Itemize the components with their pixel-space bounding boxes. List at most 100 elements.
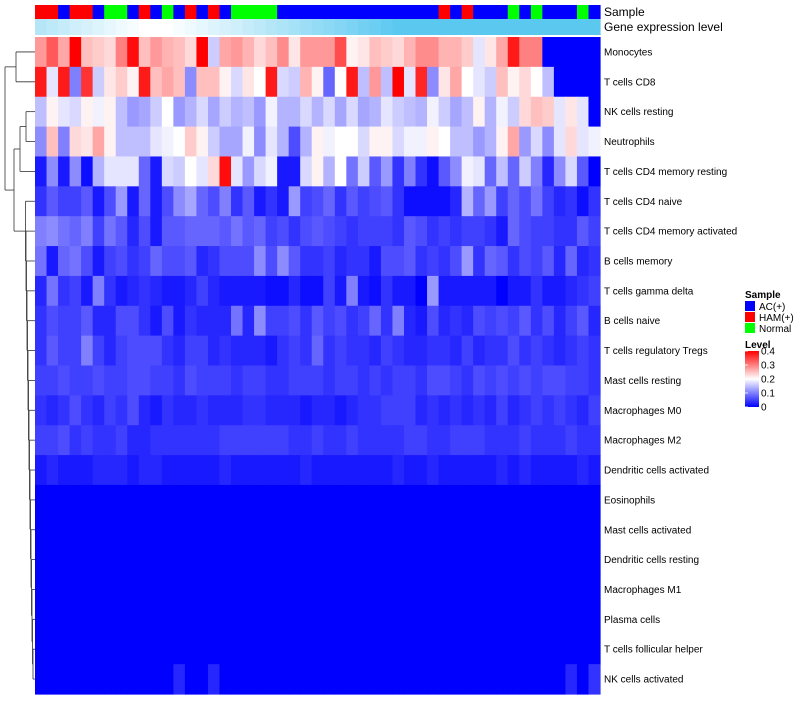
- heatmap-cell: [92, 514, 105, 546]
- heatmap-cell: [219, 455, 232, 486]
- row-label: Neutrophils: [604, 137, 655, 148]
- gene-expression-cell: [588, 19, 601, 35]
- heatmap-cell: [484, 126, 497, 158]
- heatmap-cell: [219, 365, 232, 396]
- heatmap-cell: [242, 156, 255, 187]
- row-label: B cells memory: [604, 256, 672, 267]
- heatmap-cell: [58, 126, 71, 158]
- heatmap-cell: [242, 634, 255, 665]
- heatmap-cell: [69, 574, 82, 606]
- heatmap-cell: [415, 335, 428, 367]
- heatmap-cell: [311, 156, 324, 187]
- sample-annotation-cell: [150, 5, 163, 19]
- heatmap-cell: [519, 574, 532, 606]
- heatmap-cell: [196, 156, 209, 187]
- heatmap-cell: [576, 604, 590, 635]
- heatmap-cell: [81, 156, 94, 187]
- heatmap-cell: [138, 156, 151, 187]
- heatmap-cell: [403, 484, 417, 516]
- heatmap-cell: [565, 544, 578, 576]
- heatmap-cell: [69, 335, 82, 367]
- heatmap-cell: [231, 484, 244, 516]
- heatmap-cell: [427, 455, 440, 486]
- heatmap-cell: [392, 246, 405, 277]
- heatmap-cell: [323, 544, 336, 576]
- heatmap-cell: [357, 96, 370, 128]
- heatmap-cell: [380, 604, 394, 635]
- heatmap-cell: [35, 514, 48, 546]
- heatmap-cell: [161, 186, 174, 217]
- heatmap-cell: [81, 484, 94, 516]
- heatmap-cell: [311, 395, 324, 426]
- heatmap-cell: [496, 96, 509, 128]
- heatmap-cell: [81, 634, 94, 665]
- heatmap-cell: [265, 514, 278, 546]
- heatmap-cell: [346, 425, 359, 456]
- heatmap-cell: [530, 395, 543, 426]
- gene-expression-cell: [357, 19, 370, 35]
- gene-expression-cell: [127, 19, 140, 35]
- heatmap-cell: [415, 425, 428, 456]
- heatmap-cell: [300, 365, 313, 396]
- heatmap-cell: [565, 66, 578, 98]
- heatmap-cell: [369, 604, 382, 635]
- heatmap-cell: [46, 275, 59, 307]
- heatmap-cell: [277, 216, 290, 247]
- heatmap-cell: [519, 37, 532, 68]
- heatmap-cell: [150, 664, 163, 695]
- heatmap-cell: [104, 37, 117, 68]
- heatmap-cell: [519, 395, 532, 426]
- heatmap-cell: [380, 96, 394, 128]
- heatmap-cell: [254, 96, 267, 128]
- heatmap-cell: [507, 395, 520, 426]
- gene-expression-annotation-bar: Gene expression level: [35, 19, 723, 35]
- heatmap-cell: [69, 305, 82, 337]
- heatmap-cell: [92, 634, 105, 665]
- heatmap-cell: [46, 37, 59, 68]
- heatmap-cell: [242, 484, 255, 516]
- heatmap-cell: [115, 664, 128, 695]
- heatmap-cell: [196, 96, 209, 128]
- heatmap-cell: [254, 186, 267, 217]
- heatmap-cell: [450, 96, 463, 128]
- gene-expression-cell: [496, 19, 509, 35]
- heatmap-cell: [161, 604, 174, 635]
- heatmap-cell: [127, 455, 140, 486]
- heatmap-cell: [334, 544, 347, 576]
- heatmap-cell: [92, 305, 105, 337]
- heatmap-cell: [519, 66, 532, 98]
- heatmap-cell: [507, 455, 520, 486]
- heatmap-cell: [415, 544, 428, 576]
- heatmap-cell: [92, 484, 105, 516]
- heatmap-cell: [484, 664, 497, 695]
- heatmap-cell: [357, 664, 370, 695]
- heatmap-cell: [519, 126, 532, 158]
- gene-expression-annotation-label: Gene expression level: [604, 20, 723, 34]
- heatmap-cell: [588, 634, 601, 665]
- heatmap-cell: [69, 484, 82, 516]
- heatmap-cell: [519, 335, 532, 367]
- heatmap-cell: [438, 156, 451, 187]
- heatmap-cell: [300, 126, 313, 158]
- heatmap-cell: [542, 425, 555, 456]
- heatmap-cell: [46, 544, 59, 576]
- heatmap-cell: [484, 484, 497, 516]
- heatmap-cell: [542, 574, 555, 606]
- heatmap-cell: [242, 126, 255, 158]
- sample-annotation-cell: [104, 5, 117, 19]
- heatmap-cell: [450, 664, 463, 695]
- heatmap-cell: [300, 156, 313, 187]
- heatmap-cell: [473, 365, 486, 396]
- sample-annotation-cell: [35, 5, 48, 19]
- heatmap-cell: [392, 156, 405, 187]
- gene-expression-cell: [92, 19, 105, 35]
- heatmap-cell: [92, 186, 105, 217]
- heatmap-cell: [219, 634, 232, 665]
- heatmap-cell: [104, 425, 117, 456]
- heatmap-cell: [254, 634, 267, 665]
- heatmap-cell: [415, 634, 428, 665]
- heatmap-cell: [288, 186, 301, 217]
- heatmap-cell: [311, 365, 324, 396]
- heatmap-cell: [530, 126, 543, 158]
